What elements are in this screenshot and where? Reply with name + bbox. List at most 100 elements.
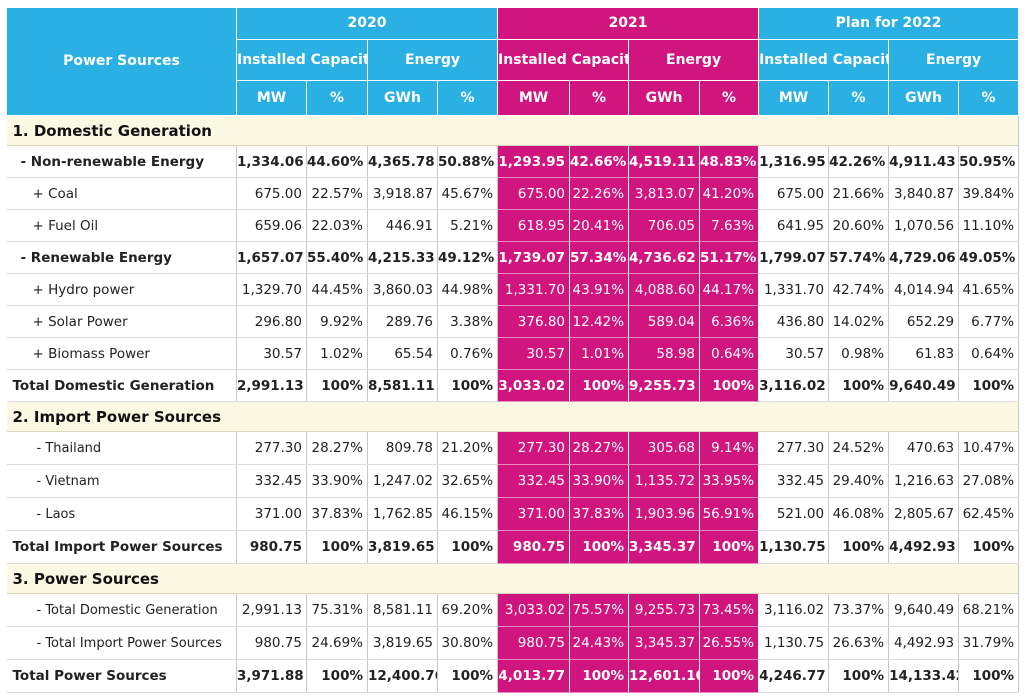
cell-value: 0.76% [437, 337, 499, 370]
section-header: 3. Power Sources [6, 563, 1020, 594]
cell-value: 446.91 [367, 209, 438, 242]
header-unit-pct: % [958, 80, 1020, 116]
header-unit-pct: % [828, 80, 890, 116]
cell-value: 3,819.65 [367, 626, 438, 660]
table-row: + Solar Power 296.80 9.92% 289.76 3.38% 376.8… [6, 305, 1020, 338]
row-label: Total Power Sources [6, 659, 237, 693]
section-title: 3. Power Sources [6, 563, 1020, 594]
cell-value: 43.91% [569, 273, 630, 306]
cell-value: 28.27% [569, 431, 630, 465]
cell-value: 55.40% [306, 241, 368, 274]
cell-value: 42.66% [569, 145, 630, 178]
cell-value: 100% [828, 369, 890, 402]
cell-value: 51.17% [699, 241, 760, 274]
cell-value: 1,903.96 [628, 497, 701, 531]
table-row: + Fuel Oil 659.06 22.03% 446.91 5.21% 618.95 2… [6, 209, 1020, 242]
cell-value: 100% [699, 659, 760, 693]
cell-value: 332.45 [497, 464, 571, 498]
cell-value: 61.83 [888, 337, 960, 370]
cell-value: 332.45 [236, 464, 307, 498]
cell-value: 100% [569, 659, 630, 693]
cell-value: 57.74% [828, 241, 890, 274]
table-row: - Vietnam 332.45 33.90% 1,247.02 32.65% 332.4… [6, 464, 1020, 498]
section-header: 1. Domestic Generation [6, 115, 1020, 146]
cell-value: 42.74% [828, 273, 890, 306]
cell-value: 42.26% [828, 145, 890, 178]
cell-value: 3.38% [437, 305, 499, 338]
section-title: 1. Domestic Generation [6, 115, 1020, 146]
cell-value: 11.10% [958, 209, 1020, 242]
cell-value: 3,971.88 [236, 659, 307, 693]
cell-value: 3,918.87 [367, 177, 438, 210]
table-row: - Non-renewable Energy 1,334.06 44.60% 4,36… [6, 145, 1020, 178]
row-label: - Thailand [6, 431, 237, 465]
cell-value: 12,400.76 [367, 659, 438, 693]
cell-value: 100% [958, 369, 1020, 402]
cell-value: 44.98% [437, 273, 499, 306]
cell-value: 26.63% [828, 626, 890, 660]
cell-value: 980.75 [497, 626, 571, 660]
cell-value: 9,255.73 [628, 593, 701, 627]
cell-value: 4,365.78 [367, 145, 438, 178]
cell-value: 33.95% [699, 464, 760, 498]
row-label: + Biomass Power [6, 337, 237, 370]
cell-value: 2,991.13 [236, 593, 307, 627]
table-row: + Biomass Power 30.57 1.02% 65.54 0.76% 30.57… [6, 337, 1020, 370]
cell-value: 50.88% [437, 145, 499, 178]
cell-value: 21.66% [828, 177, 890, 210]
cell-value: 41.20% [699, 177, 760, 210]
cell-value: 3,840.87 [888, 177, 960, 210]
cell-value: 1,316.95 [758, 145, 830, 178]
cell-value: 4,519.11 [628, 145, 701, 178]
table-row: - Total Domestic Generation 2,991.13 75.31… [6, 593, 1020, 627]
cell-value: 1,799.07 [758, 241, 830, 274]
cell-value: 1,130.75 [758, 530, 830, 564]
cell-value: 14,133.42 [888, 659, 960, 693]
cell-value: 4,246.77 [758, 659, 830, 693]
cell-value: 9,640.49 [888, 369, 960, 402]
cell-value: 100% [958, 659, 1020, 693]
cell-value: 12.42% [569, 305, 630, 338]
cell-value: 8,581.11 [367, 369, 438, 402]
cell-value: 4,911.43 [888, 145, 960, 178]
cell-value: 1,739.07 [497, 241, 571, 274]
cell-value: 4,736.62 [628, 241, 701, 274]
cell-value: 100% [437, 530, 499, 564]
cell-value: 69.20% [437, 593, 499, 627]
cell-value: 50.95% [958, 145, 1020, 178]
cell-value: 100% [828, 530, 890, 564]
cell-value: 3,860.03 [367, 273, 438, 306]
row-label: - Non-renewable Energy [6, 145, 237, 178]
table-row: - Laos 371.00 37.83% 1,762.85 46.15% 371.00 37… [6, 497, 1020, 531]
cell-value: 100% [958, 530, 1020, 564]
cell-value: 68.21% [958, 593, 1020, 627]
cell-value: 2,805.67 [888, 497, 960, 531]
cell-value: 9,255.73 [628, 369, 701, 402]
cell-value: 20.60% [828, 209, 890, 242]
cell-value: 100% [306, 369, 368, 402]
row-label: - Total Import Power Sources [6, 626, 237, 660]
table-row: - Thailand 277.30 28.27% 809.78 21.20% 277.30… [6, 431, 1020, 465]
cell-value: 1,334.06 [236, 145, 307, 178]
cell-value: 100% [306, 659, 368, 693]
cell-value: 5.21% [437, 209, 499, 242]
cell-value: 376.80 [497, 305, 571, 338]
cell-value: 1,331.70 [497, 273, 571, 306]
cell-value: 3,033.02 [497, 593, 571, 627]
table-header: Power Sources 2020 2021 Plan for 2022 In… [6, 7, 1020, 116]
cell-value: 1,657.07 [236, 241, 307, 274]
cell-value: 4,492.93 [888, 530, 960, 564]
cell-value: 4,215.33 [367, 241, 438, 274]
cell-value: 675.00 [497, 177, 571, 210]
cell-value: 56.91% [699, 497, 760, 531]
cell-value: 4,088.60 [628, 273, 701, 306]
cell-value: 24.69% [306, 626, 368, 660]
table-body: 1. Domestic Generation - Non-renewable En… [6, 115, 1020, 693]
cell-value: 100% [306, 530, 368, 564]
cell-value: 6.77% [958, 305, 1020, 338]
cell-value: 332.45 [758, 464, 830, 498]
cell-value: 980.75 [236, 530, 307, 564]
cell-value: 296.80 [236, 305, 307, 338]
cell-value: 73.37% [828, 593, 890, 627]
header-unit-mw: MW [236, 80, 307, 116]
